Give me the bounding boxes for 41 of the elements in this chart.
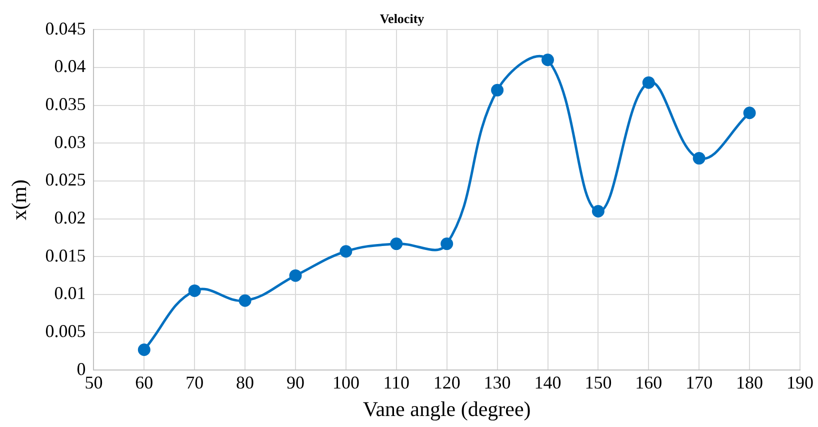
x-tick-label: 170 xyxy=(686,372,713,393)
point xyxy=(289,269,302,282)
point xyxy=(138,344,150,356)
point xyxy=(743,106,756,120)
point xyxy=(692,152,706,165)
x-tick-label: 160 xyxy=(635,372,662,393)
y-axis-title: x(m) xyxy=(7,179,32,220)
y-tick-label: 0.01 xyxy=(54,283,86,304)
y-tick-label: 0.035 xyxy=(45,94,86,114)
chart-title: Velocity xyxy=(380,11,425,26)
point xyxy=(642,76,655,89)
point xyxy=(592,205,604,218)
y-tick-label: 0.015 xyxy=(45,245,86,266)
x-tick-label: 100 xyxy=(332,372,360,393)
x-tick-label: 80 xyxy=(236,372,254,393)
y-tick-label: 0.045 xyxy=(45,18,86,38)
point xyxy=(390,238,403,250)
y-tick-label: 0.04 xyxy=(54,56,86,76)
x-tick-label: 50 xyxy=(84,372,103,393)
x-axis-title: Vane angle (degree) xyxy=(362,396,531,421)
y-tick-label: 0.005 xyxy=(45,321,86,342)
point xyxy=(542,54,554,66)
y-tick-label: 0.03 xyxy=(54,132,86,152)
x-tick-label: 150 xyxy=(584,372,612,393)
point xyxy=(340,245,352,258)
y-tick-label: 0.02 xyxy=(54,208,86,228)
y-tick-label: 0 xyxy=(76,358,86,379)
y-tick-label: 0.025 xyxy=(45,170,86,190)
x-tick-label: 180 xyxy=(736,372,764,393)
x-tick-label: 110 xyxy=(383,372,410,393)
x-tick-label: 60 xyxy=(135,372,154,393)
x-tick-label: 70 xyxy=(186,372,204,393)
x-tick-label: 190 xyxy=(786,372,814,393)
point xyxy=(188,284,201,297)
x-tick-label: 90 xyxy=(286,372,304,393)
point xyxy=(238,294,252,307)
x-tick-label: 130 xyxy=(484,372,511,393)
point xyxy=(440,238,454,250)
x-tick-label: 140 xyxy=(534,372,562,393)
point xyxy=(491,84,504,96)
x-tick-label: 120 xyxy=(433,372,460,393)
